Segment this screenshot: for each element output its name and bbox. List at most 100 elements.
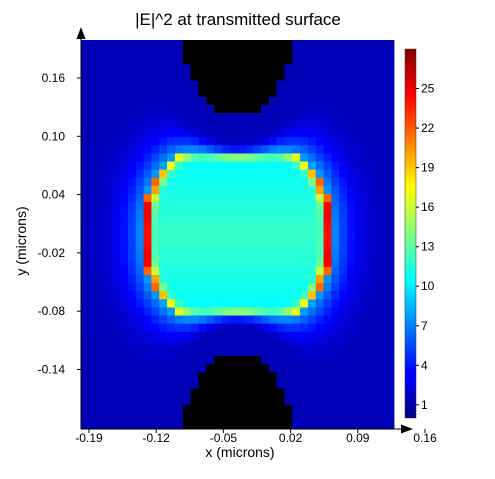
heatmap-cell [268,315,278,325]
heatmap-cell [237,112,246,122]
heatmap-cell [307,80,317,90]
heatmap-cell [284,234,293,243]
heatmap-cell [221,129,231,138]
heatmap-cell [198,275,207,284]
heatmap-cell [214,104,223,114]
heatmap-cell [88,226,98,235]
heatmap-cell [354,339,364,349]
heatmap-cell [104,347,113,357]
heatmap-cell [120,80,129,90]
heatmap-cell [229,88,238,98]
heatmap-cell [135,412,144,422]
heatmap-cell [174,283,184,292]
heatmap-cell [370,56,379,65]
heatmap-cell [284,315,293,325]
heatmap-cell [120,331,129,341]
heatmap-cell [300,40,309,49]
heatmap-cell [159,331,168,341]
heatmap-cell [104,299,113,308]
heatmap-cell [260,412,270,422]
heatmap-cell [190,266,199,276]
heatmap-cell [229,331,238,341]
heatmap-cell [182,339,191,349]
heatmap-cell [135,307,144,316]
heatmap-cell [135,64,144,73]
heatmap-cell [88,129,98,138]
heatmap-cell [292,64,301,73]
heatmap-cell [237,177,246,187]
x-tick-label: 0.02 [279,431,303,445]
heatmap-cell [339,48,348,57]
heatmap-cell [221,104,231,114]
heatmap-cell [292,420,301,430]
heatmap-cell [253,40,262,49]
heatmap-cell [292,202,301,211]
x-axis-label: x (microns) [205,444,274,460]
heatmap-cell [253,356,262,365]
heatmap-cell [276,412,285,422]
heatmap-cell [198,396,207,406]
heatmap-cell [96,283,105,292]
heatmap-cell [378,96,387,106]
heatmap-cell [292,275,301,284]
heatmap-cell [354,242,364,252]
heatmap-cell [182,48,191,57]
heatmap-cell [120,129,129,138]
heatmap-cell [323,347,332,357]
heatmap-cell [378,420,387,430]
heatmap-cell [143,64,152,73]
heatmap-cell [214,364,223,373]
heatmap-cell [143,299,152,308]
heatmap-cell [206,412,215,422]
heatmap-cell [143,161,152,171]
heatmap-cell [323,137,332,146]
heatmap-cell [253,80,262,90]
heatmap-cell [300,347,309,357]
heatmap-cell [96,145,105,154]
heatmap-cell [245,372,254,381]
heatmap-cell [159,40,168,49]
heatmap-cell [120,185,129,195]
heatmap-cell [88,242,98,252]
heatmap-cell [159,88,168,98]
heatmap-cell [221,80,231,90]
heatmap-cell [284,356,293,365]
heatmap-cell [245,121,254,130]
heatmap-cell [245,226,254,235]
heatmap-cell [307,364,317,373]
heatmap-cell [245,258,254,268]
heatmap-cell [245,145,254,154]
heatmap-cell [292,88,301,98]
heatmap-cell [386,250,395,260]
heatmap-cell [315,396,324,406]
heatmap-cell [292,153,301,162]
heatmap-cell [81,420,90,430]
heatmap-cell [323,88,332,98]
heatmap-cell [229,372,238,381]
heatmap-cell [190,193,199,203]
heatmap-cell [206,88,215,98]
heatmap-cell [260,307,270,316]
heatmap-cell [362,420,371,430]
heatmap-cell [245,250,254,260]
heatmap-cell [276,364,285,373]
heatmap-cell [307,96,317,106]
heatmap-cell [339,185,348,195]
heatmap-cell [81,80,90,90]
heatmap-cell [120,88,129,98]
heatmap-cell [151,250,160,260]
heatmap-cell [214,202,223,211]
heatmap-cell [276,48,285,57]
heatmap-cell [323,226,332,235]
heatmap-cell [151,291,160,300]
heatmap-cell [229,48,238,57]
heatmap-cell [229,266,238,276]
heatmap-cell [245,96,254,106]
heatmap-cell [268,104,278,114]
heatmap-cell [354,177,364,187]
heatmap-cell [386,299,395,308]
heatmap-cell [315,218,324,227]
heatmap-cell [253,388,262,397]
heatmap-cell [167,202,176,211]
heatmap-cell [260,258,270,268]
